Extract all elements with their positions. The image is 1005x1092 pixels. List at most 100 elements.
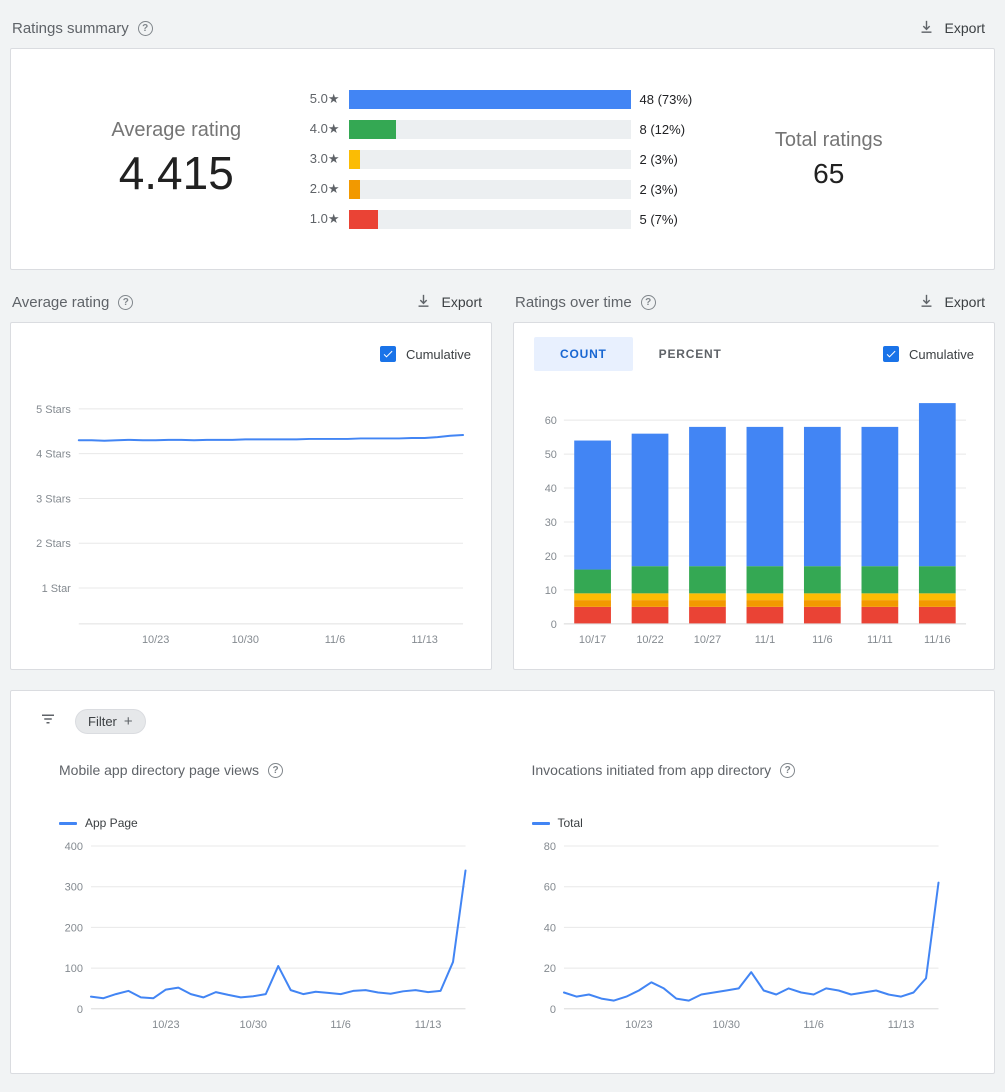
svg-text:11/13: 11/13: [887, 1019, 914, 1031]
help-icon[interactable]: ?: [780, 762, 796, 778]
svg-text:4 Stars: 4 Stars: [36, 449, 71, 461]
svg-text:80: 80: [543, 841, 555, 853]
legend-label: App Page: [85, 816, 138, 830]
average-rating-header: Average rating ? Export: [10, 282, 492, 322]
rating-bar-track: [348, 119, 631, 139]
ratings-over-time-chart-card: COUNT PERCENT Cumulative 0 10 20 30 40 50 60 10…: [513, 322, 995, 670]
average-rating-chart-card: Cumulative 5 Stars 4 Stars 3 Stars 2 Stars 1…: [10, 322, 492, 670]
svg-text:11/6: 11/6: [330, 1019, 351, 1031]
star-icon: ★: [327, 181, 340, 196]
rating-count-label: 8 (12%): [639, 121, 686, 137]
svg-text:40: 40: [543, 922, 555, 934]
rating-bar-track: [348, 179, 631, 199]
svg-text:400: 400: [65, 841, 83, 853]
help-icon[interactable]: ?: [268, 762, 283, 778]
star-row-label: 5.0★: [309, 91, 340, 106]
cumulative-checkbox[interactable]: Cumulative: [882, 346, 974, 362]
help-icon[interactable]: ?: [118, 294, 134, 310]
invocations-chart-block: Invocations initiated from app directory…: [531, 762, 947, 1041]
svg-text:200: 200: [65, 922, 83, 934]
rating-distribution: 5.0★ 48 (73%) 4.0★ 8 (12%) 3.0★ 2 (3%) 2.0★ 2 (…: [304, 89, 702, 229]
tab-percent[interactable]: PERCENT: [658, 347, 722, 361]
export-average-rating-button[interactable]: Export: [407, 286, 490, 318]
legend-line-icon: [59, 821, 77, 825]
total-ratings-value: 65: [813, 157, 845, 189]
tab-count[interactable]: COUNT: [534, 337, 633, 371]
rating-bar-fill: [348, 89, 631, 109]
svg-text:11/6: 11/6: [812, 634, 832, 646]
rating-distribution-row: 2.0★ 2 (3%): [304, 179, 702, 199]
average-rating-section: Average rating ? Export: [10, 282, 492, 670]
invocations-title: Invocations initiated from app directory: [531, 762, 772, 778]
svg-text:5 Stars: 5 Stars: [36, 404, 71, 416]
cumulative-label: Cumulative: [908, 346, 974, 362]
average-rating-line-chart: 5 Stars 4 Stars 3 Stars 2 Stars 1 Star 10/23 1…: [36, 404, 465, 646]
star-icon: ★: [327, 121, 340, 136]
help-icon[interactable]: ?: [640, 294, 656, 310]
svg-text:10/30: 10/30: [232, 634, 259, 646]
svg-text:11/11: 11/11: [867, 634, 893, 646]
cumulative-label: Cumulative: [405, 346, 471, 362]
rating-bar-track: [348, 149, 631, 169]
svg-text:10/17: 10/17: [579, 634, 606, 646]
download-icon: [918, 18, 935, 38]
plus-icon: +: [123, 713, 133, 730]
export-label: Export: [944, 294, 985, 310]
help-icon[interactable]: ?: [137, 20, 153, 36]
svg-text:3 Stars: 3 Stars: [36, 493, 71, 505]
page-views-line-chart: 0 100 200 300 400 10/23 10/30 11/6 11/13: [65, 841, 467, 1031]
rating-bar-track: [348, 209, 631, 229]
svg-text:11/16: 11/16: [924, 634, 951, 646]
svg-text:10/30: 10/30: [712, 1019, 739, 1031]
filter-row: Filter +: [31, 709, 974, 734]
cumulative-checkbox[interactable]: Cumulative: [379, 346, 471, 362]
svg-text:10/23: 10/23: [142, 634, 169, 646]
rating-bar-fill: [348, 179, 361, 199]
export-ratings-summary-button[interactable]: Export: [910, 12, 993, 44]
ratings-summary-title: Ratings summary: [12, 19, 129, 37]
filter-chip[interactable]: Filter +: [75, 709, 146, 734]
svg-text:20: 20: [545, 551, 557, 563]
svg-text:1 Star: 1 Star: [42, 583, 72, 595]
svg-text:0: 0: [549, 1004, 555, 1016]
average-rating-label: Average rating: [111, 118, 242, 141]
average-rating-value: 4.415: [118, 146, 234, 199]
svg-text:11/13: 11/13: [411, 634, 438, 646]
svg-text:20: 20: [543, 963, 555, 975]
svg-text:60: 60: [543, 882, 555, 894]
star-icon: ★: [327, 151, 340, 166]
rating-count-label: 48 (73%): [639, 91, 693, 107]
checkbox-checked-icon: [882, 346, 899, 362]
directory-stats-card: Filter + Mobile app directory page views…: [10, 690, 995, 1074]
svg-text:60: 60: [545, 415, 557, 427]
rating-count-label: 5 (7%): [639, 211, 678, 227]
filter-list-icon[interactable]: [39, 710, 57, 733]
total-ratings-block: Total ratings 65: [702, 129, 957, 190]
rating-bar-fill: [348, 149, 361, 169]
chart-mode-tabs: COUNT PERCENT: [534, 337, 748, 371]
svg-text:11/6: 11/6: [803, 1019, 824, 1031]
rating-bar-fill: [348, 119, 396, 139]
svg-text:0: 0: [551, 619, 557, 631]
export-ratings-over-time-button[interactable]: Export: [910, 286, 993, 318]
rating-count-label: 2 (3%): [639, 151, 678, 167]
svg-text:10/22: 10/22: [636, 634, 663, 646]
svg-text:11/1: 11/1: [755, 634, 775, 646]
svg-text:10/23: 10/23: [152, 1019, 179, 1031]
svg-text:10/23: 10/23: [625, 1019, 652, 1031]
invocations-legend: Total: [531, 816, 947, 830]
filter-label: Filter: [88, 714, 117, 729]
star-row-label: 1.0★: [309, 211, 340, 226]
svg-text:0: 0: [77, 1004, 83, 1016]
ratings-over-time-bar-chart: 0 10 20 30 40 50 60 10/17 10/22 10/27 11/1 11/6 11/1…: [545, 403, 967, 646]
page-views-legend: App Page: [59, 816, 474, 830]
legend-label: Total: [557, 816, 583, 830]
invocations-line-chart: 0 20 40 60 80 10/23 10/30 11/6 11/13: [543, 841, 940, 1031]
svg-text:11/6: 11/6: [325, 634, 345, 646]
rating-distribution-row: 5.0★ 48 (73%): [304, 89, 702, 109]
checkbox-checked-icon: [379, 346, 396, 362]
rating-bar-fill: [348, 209, 378, 229]
svg-text:100: 100: [65, 963, 83, 975]
rating-bar-track: [348, 89, 631, 109]
